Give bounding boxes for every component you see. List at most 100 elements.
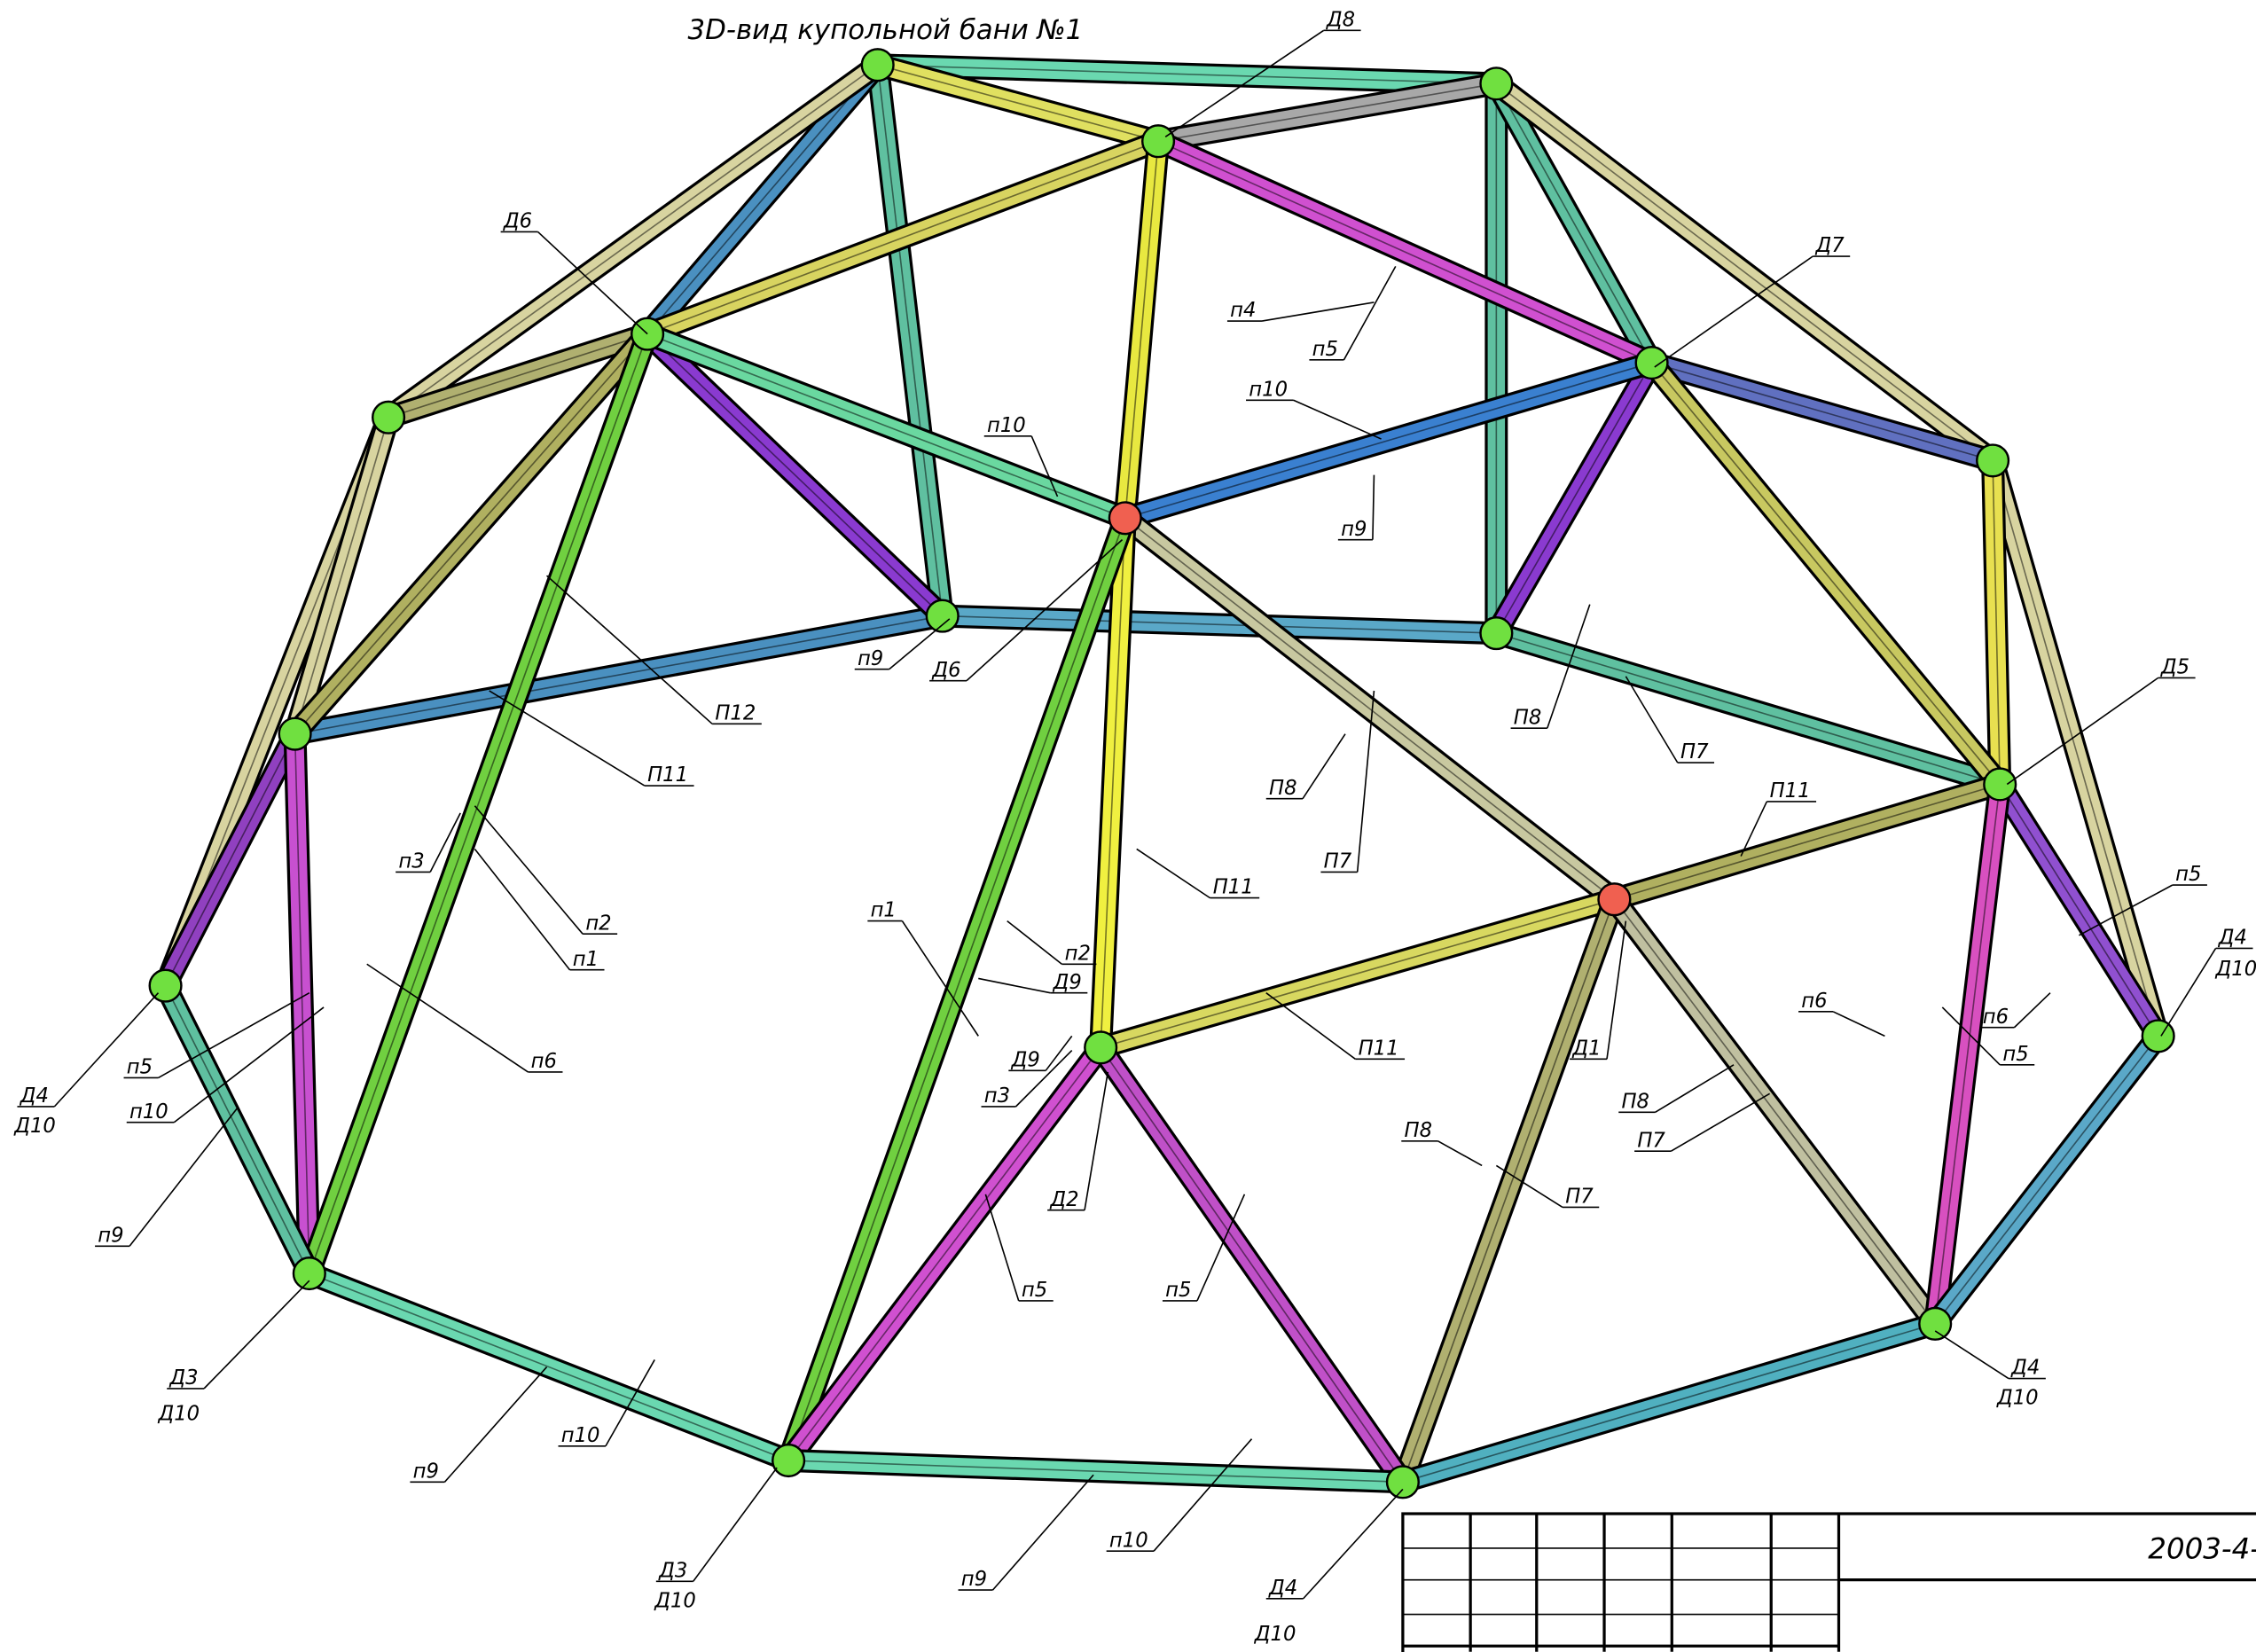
callout-label: Д7 xyxy=(1815,234,1845,257)
leader-line xyxy=(1740,801,1768,857)
callout-label: Д5 xyxy=(2160,656,2189,679)
leader-line xyxy=(173,1006,325,1124)
strut-edge xyxy=(646,333,944,617)
drawing-title: 3D-вид купольной бани №1 xyxy=(688,14,1084,46)
strut-edge xyxy=(1124,362,1652,520)
leader-line xyxy=(1495,1164,1563,1209)
callout-label: П11 xyxy=(647,763,688,787)
hub xyxy=(772,1443,806,1478)
callout-label: п10 xyxy=(129,1100,168,1124)
callout-label: Д9 xyxy=(1011,1048,1040,1071)
strut-edge xyxy=(309,1272,789,1461)
strut-edge xyxy=(1402,898,1616,1483)
leader-line xyxy=(489,690,646,787)
strut-edge xyxy=(309,333,648,1274)
hub xyxy=(1479,616,1514,651)
leader-line xyxy=(1343,265,1397,361)
strut-edge xyxy=(1157,140,1652,364)
hub xyxy=(1084,1030,1118,1065)
strut-edge xyxy=(1651,362,1994,462)
leader-line xyxy=(2013,992,2051,1029)
strut-edge xyxy=(1999,784,2159,1037)
leader-line xyxy=(1030,435,1059,497)
leader-line xyxy=(203,1280,310,1390)
leader-line xyxy=(1606,920,1627,1060)
callout-label: Д10 xyxy=(13,1115,56,1138)
callout-label: Д4 xyxy=(1268,1577,1297,1600)
callout-label: п9 xyxy=(961,1568,987,1591)
leader-line xyxy=(1934,1330,2009,1380)
strut-edge xyxy=(1496,632,2001,786)
leader-line xyxy=(2079,884,2174,936)
callout-label: Д4 xyxy=(2218,927,2247,950)
hub xyxy=(1983,767,2017,802)
callout-label: п10 xyxy=(561,1424,600,1447)
leader-line xyxy=(605,1359,655,1447)
strut-edge xyxy=(876,65,944,616)
callout-label: Д10 xyxy=(1996,1387,2039,1410)
callout-label: П8 xyxy=(1514,706,1542,729)
callout-label: П11 xyxy=(1359,1037,1399,1060)
leader-line xyxy=(1302,733,1346,800)
leader-line xyxy=(901,920,979,1037)
leader-line xyxy=(1437,1140,1483,1167)
callout-label: п9 xyxy=(1341,518,1367,541)
leader-line xyxy=(1655,1064,1735,1114)
callout-label: п2 xyxy=(585,912,611,935)
callout-label: п10 xyxy=(987,414,1026,437)
callout-label: п5 xyxy=(1022,1279,1047,1302)
callout-label: Д1 xyxy=(1571,1037,1601,1060)
hub xyxy=(292,1257,326,1291)
leader-line xyxy=(1547,604,1591,729)
callout-label: Д6 xyxy=(503,210,532,233)
callout-label: П8 xyxy=(1621,1090,1649,1113)
title-block xyxy=(1401,1512,2256,1652)
leader-line xyxy=(1153,1438,1253,1552)
callout-label: п6 xyxy=(531,1050,557,1073)
hub xyxy=(925,599,960,633)
callout-label: п2 xyxy=(1065,942,1091,965)
callout-label: П7 xyxy=(1680,740,1709,763)
callout-label: П12 xyxy=(715,701,756,724)
strut-edge xyxy=(1100,898,1615,1049)
hub xyxy=(1108,501,1142,536)
leader-line xyxy=(429,812,461,873)
callout-label: п10 xyxy=(1109,1529,1148,1552)
leader-line xyxy=(2006,677,2159,786)
dome-frame xyxy=(148,48,2175,1499)
strut-edge xyxy=(1614,783,2001,901)
leader-line xyxy=(2160,947,2217,1037)
hub xyxy=(278,716,312,751)
callout-label: Д10 xyxy=(654,1589,696,1612)
leader-line xyxy=(984,1194,1020,1302)
leader-line xyxy=(991,1474,1094,1591)
leader-line xyxy=(978,977,1051,994)
strut-edge xyxy=(1100,518,1126,1048)
leader-line xyxy=(1372,474,1375,540)
callout-label: п1 xyxy=(573,948,599,971)
leader-line xyxy=(1654,255,1813,368)
hub xyxy=(1597,882,1632,917)
stamp-frame xyxy=(1401,1512,2256,1652)
leader-line xyxy=(1136,848,1210,899)
leader-line xyxy=(158,991,310,1079)
strut-edge xyxy=(294,615,943,735)
callout-label: п9 xyxy=(413,1460,439,1483)
leader-line xyxy=(474,848,571,971)
callout-label: Д9 xyxy=(1053,971,1082,994)
callout-label: Д10 xyxy=(157,1403,200,1426)
strut-edge xyxy=(1992,460,2001,785)
callout-label: Д6 xyxy=(931,659,960,682)
strut-edge xyxy=(1124,141,1159,519)
leader-line xyxy=(889,618,951,670)
callout-label: Д2 xyxy=(1049,1188,1078,1211)
strut-edge xyxy=(1495,362,1653,634)
callout-label: П8 xyxy=(1269,777,1297,800)
leader-line xyxy=(474,805,584,935)
hub xyxy=(2141,1019,2175,1053)
leader-line xyxy=(1303,1488,1404,1600)
drawing-code: 2003-4- xyxy=(2148,1531,2256,1565)
callout-label: П11 xyxy=(1770,779,1811,803)
leader-line xyxy=(1014,1050,1073,1108)
